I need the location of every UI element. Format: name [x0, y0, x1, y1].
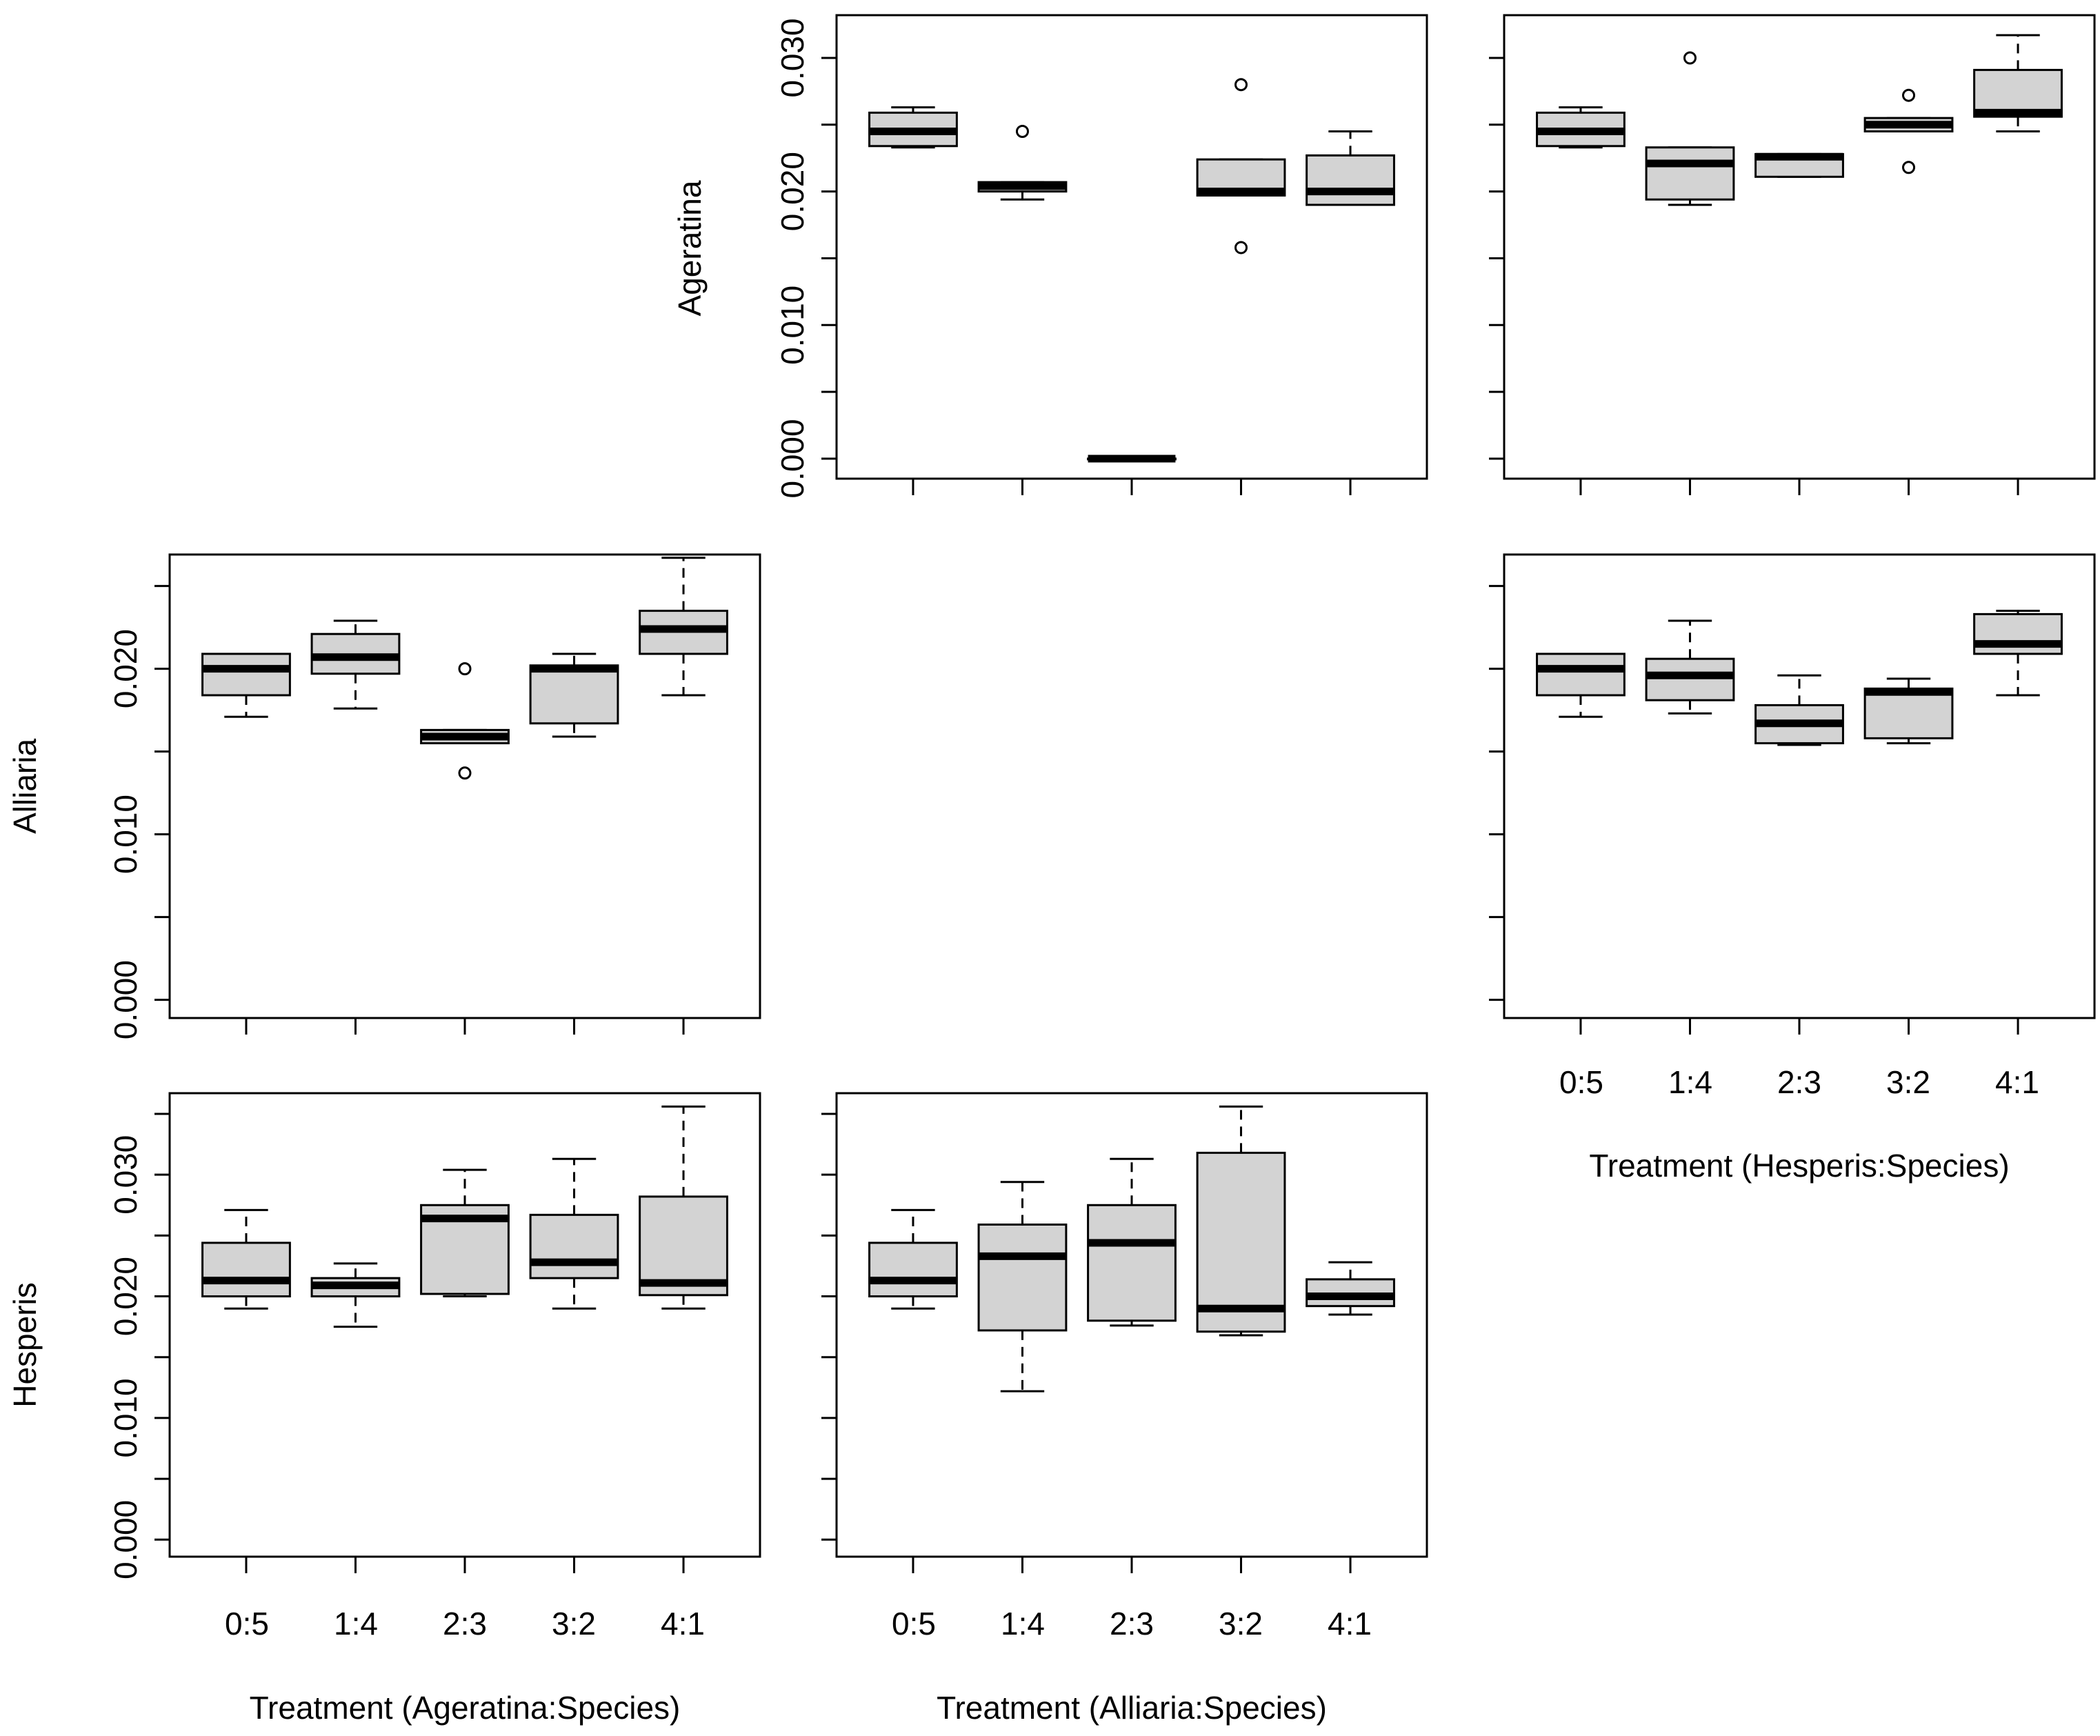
box-iqr [868, 1241, 958, 1298]
y-tick-label: 0.010 [774, 286, 810, 365]
panel-alliaria-vs-hesperis [1489, 553, 2096, 1035]
x-title-alliaria: Treatment (Alliaria:Species) [937, 1690, 1327, 1726]
y-tick-label: 0.000 [774, 419, 810, 498]
y-tick-label: 0.020 [774, 152, 810, 231]
box-iqr [529, 664, 619, 725]
x-tick-label: 2:3 [443, 1606, 487, 1642]
row-title-hesperis: Hesperis [7, 1282, 43, 1408]
row-title-ageratina: Ageratina [672, 180, 708, 316]
x-tick-label: 2:3 [1777, 1064, 1821, 1100]
panel-alliaria-vs-ageratina: 0.000 0.010 0.020 [108, 553, 761, 1039]
x-tick-label: 0:5 [892, 1606, 936, 1642]
plot-frame [168, 1092, 761, 1558]
box-iqr [1536, 652, 1626, 697]
outlier-point [1015, 124, 1029, 138]
y-tick-label: 0.000 [108, 960, 143, 1039]
box-iqr [201, 1241, 291, 1298]
x-tick-label: 3:2 [1219, 1606, 1263, 1642]
box-iqr [1863, 687, 1954, 739]
outlier-point [1234, 78, 1248, 92]
plot-frame [835, 14, 1428, 480]
x-tick-label: 1:4 [334, 1606, 378, 1642]
panel-ageratina-vs-hesperis [1489, 14, 2096, 495]
box-iqr [1973, 612, 2063, 655]
box-iqr [1306, 154, 1395, 206]
outlier-point [1234, 241, 1248, 255]
x-tick-labels-ageratina: 0:5 1:4 2:3 3:2 4:1 [225, 1606, 705, 1642]
panel-ageratina-vs-alliaria: 0.000 0.010 0.020 0.030 [774, 14, 1428, 499]
box-iqr [1196, 1151, 1286, 1333]
x-tick-labels-hesperis: 0:5 1:4 2:3 3:2 4:1 [1559, 1064, 2039, 1100]
x-title-ageratina: Treatment (Ageratina:Species) [250, 1690, 681, 1726]
y-tick-label: 0.010 [108, 1378, 143, 1457]
panel-hesperis-vs-alliaria [821, 1092, 1428, 1573]
y-tick-label: 0.030 [108, 1135, 143, 1215]
box-iqr [639, 1195, 728, 1297]
box-iqr [201, 652, 291, 697]
box-iqr [529, 1213, 619, 1279]
y-tick-label: 0.020 [108, 629, 143, 708]
x-tick-label: 0:5 [225, 1606, 269, 1642]
x-tick-label: 4:1 [1995, 1064, 2039, 1100]
box-iqr [1645, 657, 1735, 701]
x-tick-label: 4:1 [661, 1606, 705, 1642]
y-tick-label: 0.000 [108, 1500, 143, 1579]
y-tick-label: 0.020 [108, 1257, 143, 1336]
x-tick-label: 1:4 [1668, 1064, 1712, 1100]
outlier-point [1902, 88, 1916, 102]
x-tick-label: 3:2 [1886, 1064, 1930, 1100]
outlier-point [1902, 161, 1916, 174]
box-iqr [1645, 146, 1735, 201]
y-tick-label: 0.030 [774, 18, 810, 97]
x-tick-label: 4:1 [1328, 1606, 1372, 1642]
x-tick-label: 3:2 [552, 1606, 596, 1642]
outlier-point [458, 766, 472, 780]
x-tick-label: 2:3 [1110, 1606, 1154, 1642]
row-title-alliaria: Alliaria [7, 739, 43, 834]
outlier-point [1683, 51, 1697, 65]
x-tick-label: 1:4 [1001, 1606, 1045, 1642]
box-iqr [1087, 1204, 1177, 1322]
y-tick-label: 0.010 [108, 795, 143, 874]
x-tick-labels-alliaria: 0:5 1:4 2:3 3:2 4:1 [892, 1606, 1372, 1642]
x-tick-label: 0:5 [1559, 1064, 1603, 1100]
x-title-hesperis: Treatment (Hesperis:Species) [1589, 1148, 2009, 1184]
outlier-point [458, 662, 472, 676]
panel-hesperis-vs-ageratina: 0.000 0.010 0.020 0.030 [108, 1092, 761, 1579]
box-iqr [977, 1223, 1068, 1332]
